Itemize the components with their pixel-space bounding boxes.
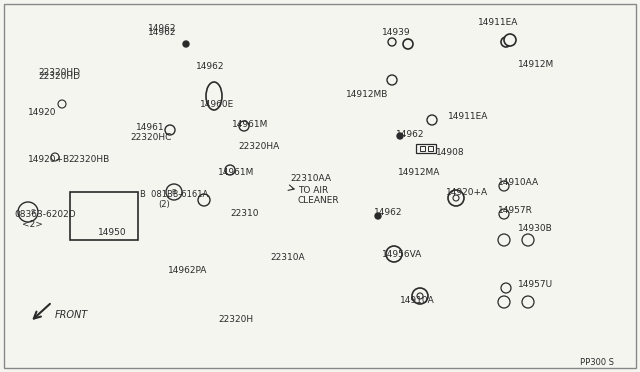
Circle shape bbox=[386, 246, 402, 262]
Circle shape bbox=[397, 133, 403, 139]
Text: 14912MB: 14912MB bbox=[346, 90, 388, 99]
Text: 14911EA: 14911EA bbox=[478, 18, 518, 27]
Bar bbox=[70, 192, 138, 240]
Text: 14920+A: 14920+A bbox=[446, 188, 488, 197]
Text: 14920: 14920 bbox=[28, 108, 56, 117]
Text: 22320H: 22320H bbox=[218, 315, 253, 324]
Circle shape bbox=[522, 296, 534, 308]
Circle shape bbox=[417, 293, 423, 299]
Text: B: B bbox=[172, 189, 177, 195]
Text: 14960E: 14960E bbox=[200, 100, 234, 109]
Text: 22320HD: 22320HD bbox=[38, 72, 80, 81]
Bar bbox=[420, 146, 425, 151]
Text: 14961M: 14961M bbox=[218, 168, 254, 177]
Text: 14939: 14939 bbox=[382, 28, 411, 37]
Text: 14912M: 14912M bbox=[518, 60, 554, 69]
Circle shape bbox=[522, 234, 534, 246]
Circle shape bbox=[403, 39, 413, 49]
Text: 08363-6202D: 08363-6202D bbox=[14, 210, 76, 219]
Circle shape bbox=[165, 125, 175, 135]
Text: 14961: 14961 bbox=[136, 123, 164, 132]
Text: TO AIR: TO AIR bbox=[298, 186, 328, 195]
Circle shape bbox=[375, 213, 381, 219]
Bar bbox=[416, 144, 436, 153]
Text: 14908: 14908 bbox=[436, 148, 465, 157]
Circle shape bbox=[427, 115, 437, 125]
Circle shape bbox=[225, 165, 235, 175]
Text: 22310: 22310 bbox=[230, 209, 259, 218]
Text: 14930B: 14930B bbox=[518, 224, 553, 233]
Text: 14962: 14962 bbox=[396, 130, 424, 139]
Circle shape bbox=[239, 121, 249, 131]
Ellipse shape bbox=[206, 82, 222, 110]
Text: 14962: 14962 bbox=[148, 24, 177, 33]
Text: 22310AA: 22310AA bbox=[290, 174, 331, 183]
Circle shape bbox=[499, 209, 509, 219]
Text: 14910AA: 14910AA bbox=[498, 178, 539, 187]
Text: B  081B8-6161A: B 081B8-6161A bbox=[140, 190, 208, 199]
Circle shape bbox=[498, 234, 510, 246]
Circle shape bbox=[412, 288, 428, 304]
Text: 14961M: 14961M bbox=[232, 120, 268, 129]
Circle shape bbox=[504, 34, 516, 46]
Text: S: S bbox=[31, 209, 35, 215]
Text: 14957U: 14957U bbox=[518, 280, 553, 289]
Circle shape bbox=[388, 38, 396, 46]
Circle shape bbox=[453, 195, 459, 201]
Text: 14920+B: 14920+B bbox=[28, 155, 70, 164]
Text: 14962PA: 14962PA bbox=[168, 266, 207, 275]
Text: 14911EA: 14911EA bbox=[448, 112, 488, 121]
Text: 14956VA: 14956VA bbox=[382, 250, 422, 259]
Text: 14950: 14950 bbox=[98, 228, 127, 237]
Text: 22320HD: 22320HD bbox=[38, 68, 80, 77]
Circle shape bbox=[499, 181, 509, 191]
Text: <2>: <2> bbox=[22, 220, 43, 229]
Text: 14957R: 14957R bbox=[498, 206, 533, 215]
Text: 22320HA: 22320HA bbox=[238, 142, 279, 151]
Text: 14962: 14962 bbox=[374, 208, 403, 217]
Circle shape bbox=[498, 296, 510, 308]
Circle shape bbox=[58, 100, 66, 108]
Text: 14912MA: 14912MA bbox=[398, 168, 440, 177]
Circle shape bbox=[18, 202, 38, 222]
Circle shape bbox=[387, 75, 397, 85]
Text: 14910A: 14910A bbox=[400, 296, 435, 305]
Text: (2): (2) bbox=[158, 200, 170, 209]
Text: PP300 S: PP300 S bbox=[580, 358, 614, 367]
Circle shape bbox=[501, 37, 511, 47]
Bar bbox=[428, 146, 433, 151]
Circle shape bbox=[183, 41, 189, 47]
Text: 14962: 14962 bbox=[148, 28, 177, 37]
Circle shape bbox=[166, 184, 182, 200]
Circle shape bbox=[501, 283, 511, 293]
Text: 14962: 14962 bbox=[196, 62, 225, 71]
Text: 22320HB: 22320HB bbox=[68, 155, 109, 164]
Circle shape bbox=[51, 153, 59, 161]
Text: 22310A: 22310A bbox=[270, 253, 305, 262]
Circle shape bbox=[198, 194, 210, 206]
Circle shape bbox=[448, 190, 464, 206]
Text: FRONT: FRONT bbox=[55, 310, 88, 320]
Text: 22320HC: 22320HC bbox=[130, 133, 172, 142]
Text: CLEANER: CLEANER bbox=[298, 196, 340, 205]
